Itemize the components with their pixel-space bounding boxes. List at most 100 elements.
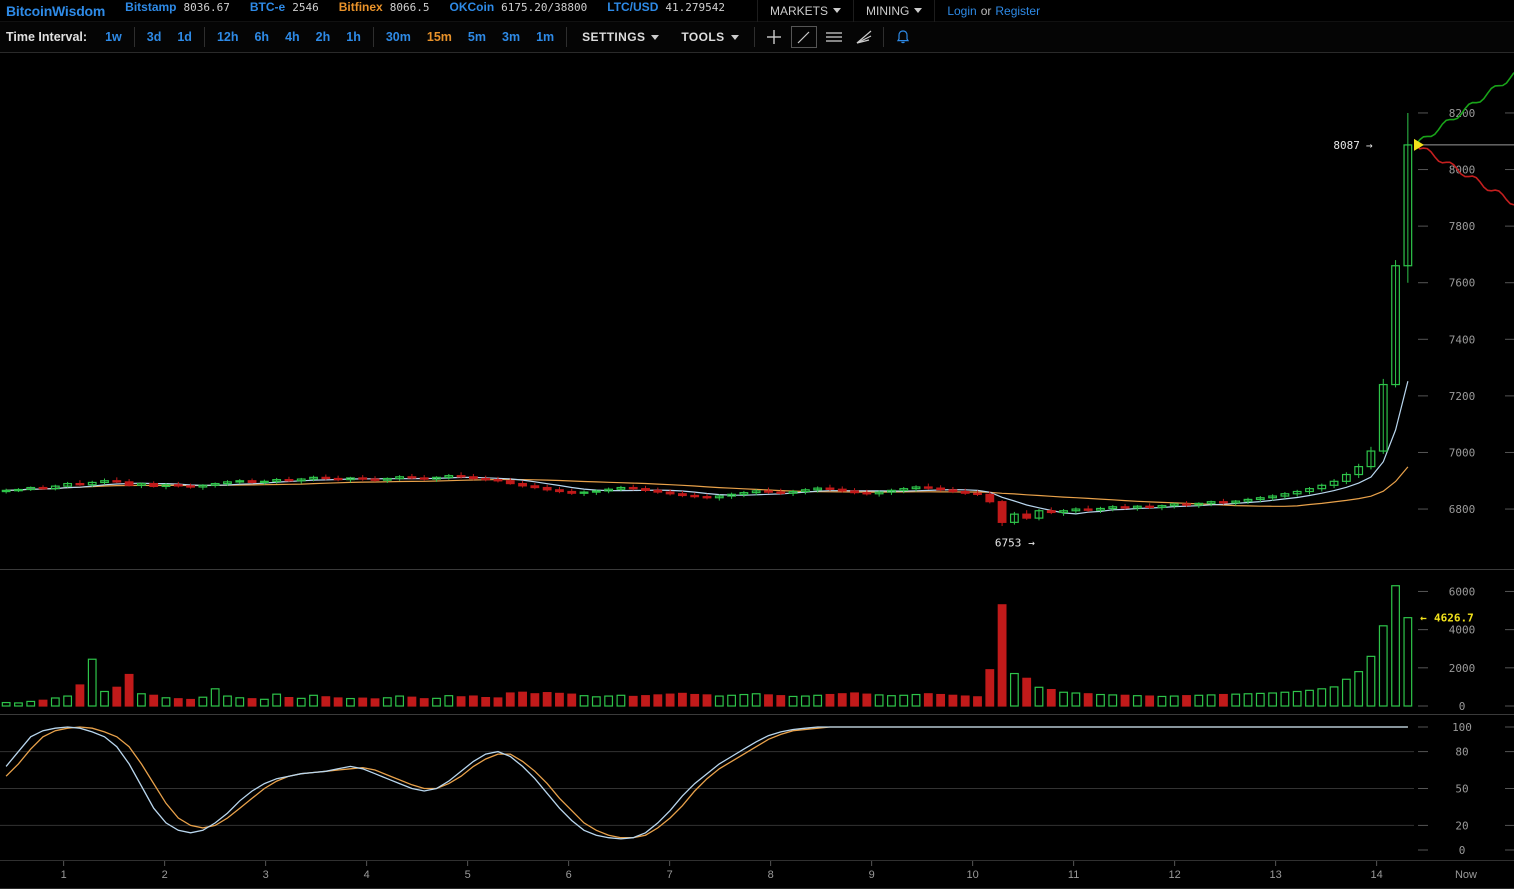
ticker-btc-e[interactable]: BTC-e 2546: [240, 0, 329, 22]
candlestick: [567, 488, 577, 495]
volume-bar: [505, 692, 515, 707]
candlestick: [1145, 503, 1155, 510]
candlestick: [346, 476, 355, 483]
volume-bar: [149, 694, 159, 707]
volume-bar: [346, 697, 355, 707]
register-link[interactable]: Register: [995, 3, 1041, 18]
candlestick: [837, 486, 847, 493]
ticker-value: 2546: [292, 0, 319, 14]
ticker-bitstamp[interactable]: Bitstamp 8036.67: [115, 0, 240, 22]
candlestick: [1219, 498, 1228, 505]
volume-bar: [825, 693, 835, 707]
price-panel[interactable]: 8200 8000 7800 7600 7400 7200 7000 6800 8087 → 675…: [0, 53, 1514, 569]
volume-panel[interactable]: 6000 4000 2000 0 ← 4626.7: [0, 570, 1514, 714]
volume-bar: [1071, 692, 1081, 707]
candlestick: [690, 492, 700, 499]
ticker-value: 6175.20/38800: [501, 0, 588, 14]
volume-bar: [186, 698, 195, 707]
interval-4h[interactable]: 4h: [285, 30, 300, 44]
oscillator-axis-tick: 20: [1455, 819, 1468, 832]
volume-bar: [923, 693, 933, 707]
interval-6h[interactable]: 6h: [254, 30, 270, 44]
candlestick: [321, 474, 331, 481]
menu-mining[interactable]: MINING: [852, 0, 934, 22]
interval-15m[interactable]: 15m: [426, 30, 452, 44]
candlestick: [407, 473, 417, 480]
ticker-okcoin[interactable]: OKCoin 6175.20/38800: [439, 0, 597, 22]
candlestick: [1243, 497, 1253, 504]
trendline-icon[interactable]: [790, 26, 817, 48]
volume-bar: [813, 694, 823, 707]
candlestick: [1354, 463, 1364, 478]
settings-button[interactable]: SETTINGS: [571, 30, 670, 44]
volume-bar: [985, 669, 995, 707]
menu-markets[interactable]: MARKETS: [756, 0, 853, 22]
ticker-ltc-usd[interactable]: LTC/USD 41.279542: [597, 0, 735, 22]
candlestick: [395, 475, 405, 481]
candlestick: [296, 477, 306, 484]
volume-bar: [432, 697, 441, 707]
low-price-arrow-icon: →: [1028, 536, 1035, 549]
volume-bar: [333, 697, 343, 707]
volume-bar: [1366, 655, 1376, 707]
candlestick: [1329, 479, 1339, 489]
depth-asks-line: [1415, 144, 1514, 206]
brand-logo[interactable]: BitcoinWisdom: [6, 2, 106, 19]
tools-button[interactable]: TOOLS: [670, 30, 749, 44]
stochastic-panel[interactable]: 100 80 50 20 0: [0, 715, 1514, 860]
toolbar-divider: [133, 27, 135, 47]
low-price-flag: 6753: [995, 536, 1022, 549]
interval-1w[interactable]: 1w: [105, 30, 122, 44]
login-link[interactable]: Login: [947, 3, 977, 18]
volume-bar: [530, 693, 540, 707]
volume-bar: [1145, 695, 1155, 707]
candlestick: [923, 483, 933, 490]
price-marker-icon: [1414, 138, 1424, 151]
interval-3m[interactable]: 3m: [502, 30, 521, 44]
interval-12h[interactable]: 12h: [216, 30, 239, 44]
interval-1h[interactable]: 1h: [346, 30, 361, 44]
volume-bar: [739, 693, 749, 707]
volume-bar: [1034, 686, 1044, 707]
candlestick: [1169, 502, 1179, 509]
volume-bar: [1391, 585, 1400, 707]
chart-container[interactable]: 8200 8000 7800 7600 7400 7200 7000 6800 8087 → 675…: [0, 53, 1514, 889]
volume-bar: [321, 696, 331, 707]
candlestick: [751, 489, 761, 496]
price-axis-tick: 7200: [1449, 390, 1476, 403]
candlestick: [124, 479, 134, 487]
time-axis: 1 2 3 4 5 6 7 8 9 10 11 12 13 14 Now: [0, 860, 1514, 889]
interval-1m[interactable]: 1m: [536, 30, 555, 44]
interval-3d[interactable]: 3d: [146, 30, 162, 44]
candlestick: [1317, 483, 1327, 492]
horizontal-lines-icon[interactable]: [821, 26, 847, 48]
interval-5m[interactable]: 5m: [467, 30, 486, 44]
volume-bar: [161, 697, 171, 707]
depth-bids-line: [1415, 72, 1514, 146]
volume-bar: [38, 699, 48, 707]
fib-fan-icon[interactable]: [851, 26, 877, 48]
last-price-arrow-icon: →: [1366, 139, 1373, 152]
candlestick: [714, 494, 724, 501]
candlestick: [604, 487, 614, 494]
volume-bar: [1132, 695, 1142, 707]
ticker-bitfinex[interactable]: Bitfinex 8066.5: [329, 0, 440, 22]
ticker-value: 8036.67: [183, 0, 230, 14]
interval-30m[interactable]: 30m: [385, 30, 411, 44]
alarm-bell-icon[interactable]: [890, 26, 916, 48]
volume-bar: [764, 694, 773, 707]
interval-2h[interactable]: 2h: [315, 30, 331, 44]
volume-bar: [456, 696, 466, 707]
candlestick: [1378, 378, 1388, 454]
plus-icon[interactable]: [761, 26, 787, 48]
ticker-value: 41.279542: [665, 0, 725, 14]
interval-1d[interactable]: 1d: [177, 30, 192, 44]
candlestick: [481, 475, 491, 482]
ticker-name: BTC-e: [249, 0, 286, 14]
volume-bar: [284, 696, 294, 707]
candlestick: [198, 484, 208, 490]
volume-bar: [198, 696, 208, 707]
candlestick: [419, 475, 429, 481]
volume-bar: [223, 695, 232, 707]
volume-bar: [63, 695, 73, 707]
